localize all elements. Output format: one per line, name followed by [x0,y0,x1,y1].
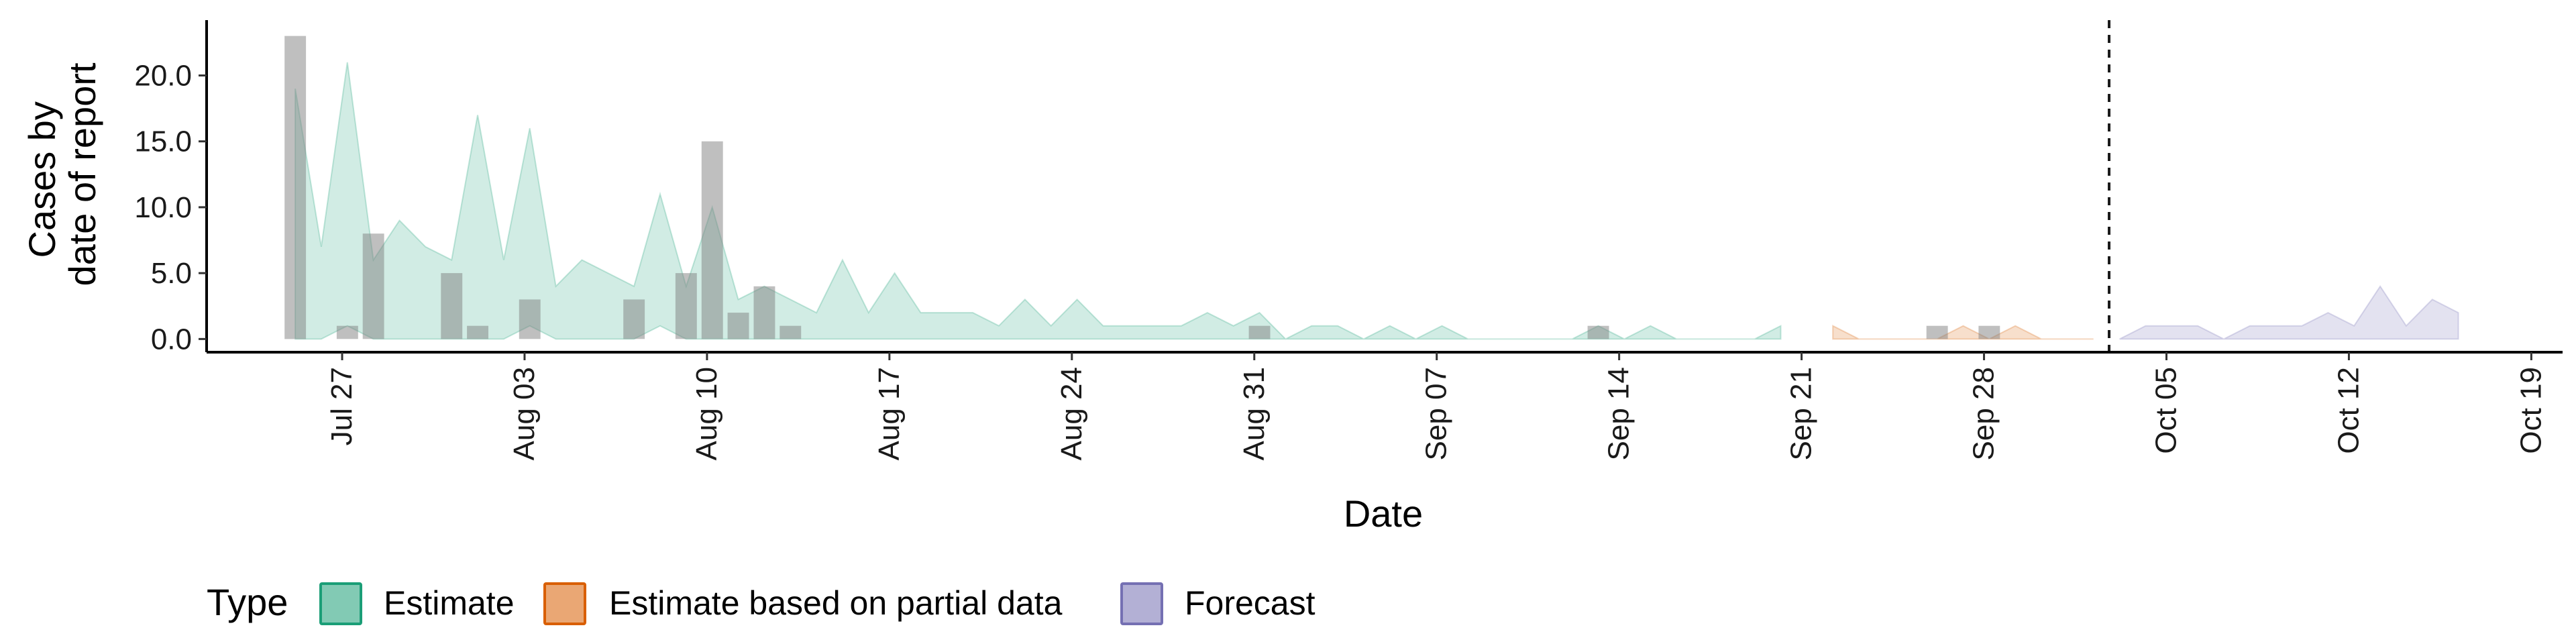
x-tick-label: Aug 10 [690,367,723,460]
y-axis-title: Cases by date of report [21,62,103,286]
report-bar [1978,325,2000,339]
legend-key-forecast [1120,582,1163,625]
report-bar [753,286,775,339]
x-tick-label: Jul 27 [325,367,358,445]
report-bar [675,273,697,339]
x-tick-label: Sep 07 [1420,367,1453,460]
report-bar [1926,325,1948,339]
report-bar [701,141,723,339]
y-axis-title-line-2: date of report [61,62,103,286]
legend-title: Type [207,581,288,623]
report-bar [441,273,463,339]
legend-key-partial [543,582,586,625]
legend-label-estimate: Estimate [384,584,515,622]
x-tick-label: Oct 05 [2150,367,2183,454]
y-ticks: 0.0 5.0 10.0 15.0 20.0 [134,60,207,356]
report-bar [362,233,384,339]
x-ticks: Jul 27 Aug 03 Aug 10 Aug 17 Aug 24 Aug 31 Sep … [325,352,2547,460]
report-bar [1248,325,1271,339]
y-tick-label: 15.0 [134,125,192,158]
x-tick-label: Aug 24 [1055,367,1088,460]
legend-key-estimate [319,582,362,625]
x-axis-title: Date [1344,492,1423,535]
report-bar [467,325,488,339]
report-bar [284,36,307,339]
x-tick-label: Oct 12 [2332,367,2365,454]
series-ribbon-forecast [2119,284,2459,340]
report-bar [623,299,645,339]
series-ribbon-estimate-based-on-partial-data [1832,325,2094,340]
y-tick-label: 5.0 [151,257,192,290]
report-bar [727,313,749,339]
report-bar [519,299,541,339]
bars-layer [284,36,2000,339]
y-axis-title-line-1: Cases by [21,101,63,258]
y-tick-label: 0.0 [151,323,192,356]
report-bar [1587,325,1609,339]
series-layer [294,62,2459,340]
x-tick-label: Aug 17 [873,367,906,460]
y-tick-label: 20.0 [134,60,192,93]
x-tick-label: Sep 28 [1968,367,2000,460]
x-tick-label: Sep 21 [1785,367,1818,460]
x-tick-label: Oct 19 [2514,367,2547,454]
x-tick-label: Aug 03 [508,367,541,460]
report-bar [780,325,802,339]
series-ribbon-estimate [294,62,1782,340]
x-tick-label: Sep 14 [1603,367,1635,460]
legend-label-partial: Estimate based on partial data [609,584,1063,622]
legend-label-forecast: Forecast [1185,584,1316,622]
legend: Type Estimate Estimate based on partial … [207,581,1316,625]
report-bar [336,325,358,339]
y-tick-label: 10.0 [134,191,192,224]
x-tick-label: Aug 31 [1238,367,1271,460]
